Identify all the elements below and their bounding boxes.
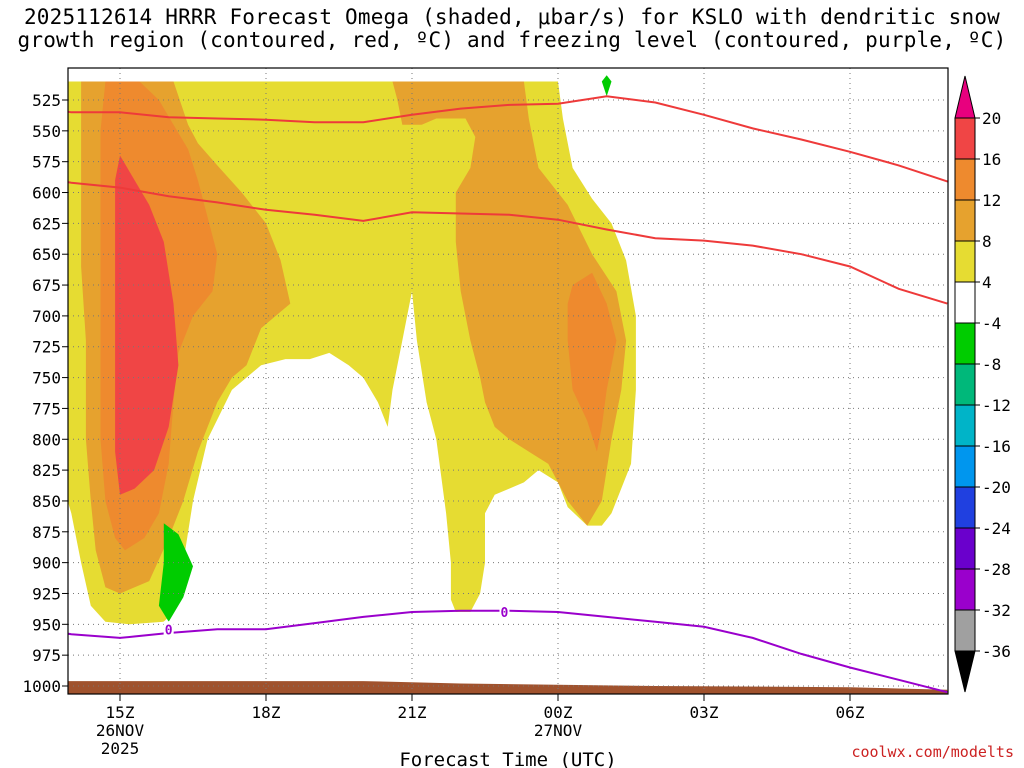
y-tick-label-725: 725 bbox=[32, 338, 61, 357]
colorbar-label-3: 8 bbox=[982, 232, 992, 251]
x-tick-date-15Z: 26NOV bbox=[96, 721, 145, 740]
colorbar-swatch-m8_m4 bbox=[954, 322, 976, 365]
colorbar-label-8: -16 bbox=[982, 437, 1011, 456]
freezing-level-label-0: 0 bbox=[165, 623, 173, 638]
colorbar-swatch-m12_m8 bbox=[954, 363, 976, 406]
freezing-label-bg-1 bbox=[499, 603, 510, 619]
contour-layer: 00 bbox=[68, 95, 948, 694]
dendritic-contour-upper bbox=[68, 95, 948, 183]
x-tick-date-00Z: 27NOV bbox=[534, 721, 583, 740]
colorbar-label-1: 16 bbox=[982, 150, 1001, 169]
grid-lines bbox=[68, 68, 948, 694]
colorbar: 20 16 12 8 4 -4 -8 -12 -16 -20 -24 -28 -32 -36 bbox=[954, 75, 1011, 693]
y-tick-label-750: 750 bbox=[32, 369, 61, 388]
freezing-level-label-1: 0 bbox=[501, 606, 509, 621]
x-tick-label-15Z: 15Z bbox=[106, 703, 135, 722]
colorbar-label-0: 20 bbox=[982, 109, 1001, 128]
colorbar-label-5: -4 bbox=[982, 314, 1001, 333]
colorbar-swatch-m16_m12 bbox=[954, 404, 976, 447]
y-tick-label-575: 575 bbox=[32, 153, 61, 172]
plot-frame bbox=[67, 67, 949, 695]
x-tick-year-15Z: 2025 bbox=[101, 739, 140, 758]
colorbar-swatch-12_16 bbox=[954, 158, 976, 201]
y-tick-label-550: 550 bbox=[32, 122, 61, 141]
y-axis: 525 550 575 600 625 650 675 700 725 750 775 800 825 8… bbox=[22, 91, 68, 696]
colorbar-triangle-top bbox=[954, 75, 976, 119]
y-tick-label-650: 650 bbox=[32, 245, 61, 264]
freezing-level-contour bbox=[68, 609, 948, 694]
y-tick-label-675: 675 bbox=[32, 276, 61, 295]
y-tick-label-825: 825 bbox=[32, 461, 61, 480]
colorbar-swatch-m32_m28 bbox=[954, 568, 976, 611]
dendritic-contour-lower bbox=[68, 181, 948, 305]
freezing-label-bg-0 bbox=[163, 621, 174, 637]
colorbar-label-11: -28 bbox=[982, 560, 1011, 579]
omega-shading-layer bbox=[68, 75, 948, 694]
colorbar-swatch-16_20 bbox=[954, 117, 976, 160]
y-tick-label-775: 775 bbox=[32, 399, 61, 418]
x-tick-label-03Z: 03Z bbox=[690, 703, 719, 722]
omega-region-m8_m4-7 bbox=[601, 75, 612, 97]
y-tick-label-850: 850 bbox=[32, 492, 61, 511]
colorbar-swatch-m20_m16 bbox=[954, 445, 976, 488]
omega-region-8_12-2 bbox=[392, 81, 627, 526]
colorbar-label-7: -12 bbox=[982, 396, 1011, 415]
y-tick-label-975: 975 bbox=[32, 646, 61, 665]
colorbar-swatch-m4_4 bbox=[954, 281, 976, 324]
colorbar-label-4: 4 bbox=[982, 273, 992, 292]
chart-title: 2025112614 HRRR Forecast Omega (shaded, … bbox=[0, 6, 1024, 52]
colorbar-swatch-8_12 bbox=[954, 199, 976, 242]
y-tick-label-900: 900 bbox=[32, 554, 61, 573]
y-tick-label-875: 875 bbox=[32, 523, 61, 542]
colorbar-swatch-4_8 bbox=[954, 240, 976, 283]
y-tick-label-1000: 1000 bbox=[22, 677, 61, 696]
x-tick-label-00Z: 00Z bbox=[544, 703, 573, 722]
credit-text: coolwx.com/modelts bbox=[851, 743, 1014, 761]
omega-region-12_16-4 bbox=[567, 272, 617, 452]
colorbar-label-10: -24 bbox=[982, 519, 1011, 538]
colorbar-label-9: -20 bbox=[982, 478, 1011, 497]
title-line-1: 2025112614 HRRR Forecast Omega (shaded, … bbox=[23, 5, 1001, 29]
y-tick-label-600: 600 bbox=[32, 184, 61, 203]
colorbar-triangle-bottom bbox=[954, 650, 976, 693]
x-axis-label: Forecast Time (UTC) bbox=[399, 749, 616, 768]
y-tick-label-625: 625 bbox=[32, 214, 61, 233]
omega-region-m8_m4-6 bbox=[158, 523, 193, 622]
y-tick-label-800: 800 bbox=[32, 430, 61, 449]
y-tick-label-925: 925 bbox=[32, 584, 61, 603]
colorbar-label-2: 12 bbox=[982, 191, 1001, 210]
x-tick-label-21Z: 21Z bbox=[398, 703, 427, 722]
colorbar-label-13: -36 bbox=[982, 642, 1011, 661]
y-tick-label-700: 700 bbox=[32, 307, 61, 326]
colorbar-swatch-m28_m24 bbox=[954, 527, 976, 570]
colorbar-swatch-m36_m32 bbox=[954, 609, 976, 652]
terrain-fill bbox=[68, 681, 948, 694]
y-tick-label-525: 525 bbox=[32, 91, 61, 110]
x-tick-label-06Z: 06Z bbox=[836, 703, 865, 722]
colorbar-label-12: -32 bbox=[982, 601, 1011, 620]
x-tick-label-18Z: 18Z bbox=[252, 703, 281, 722]
title-line-2: growth region (contoured, red, ºC) and f… bbox=[17, 28, 1007, 52]
colorbar-swatch-m24_m20 bbox=[954, 486, 976, 529]
colorbar-label-6: -8 bbox=[982, 355, 1001, 374]
y-tick-label-950: 950 bbox=[32, 615, 61, 634]
omega-region-16_20-5 bbox=[115, 155, 179, 495]
